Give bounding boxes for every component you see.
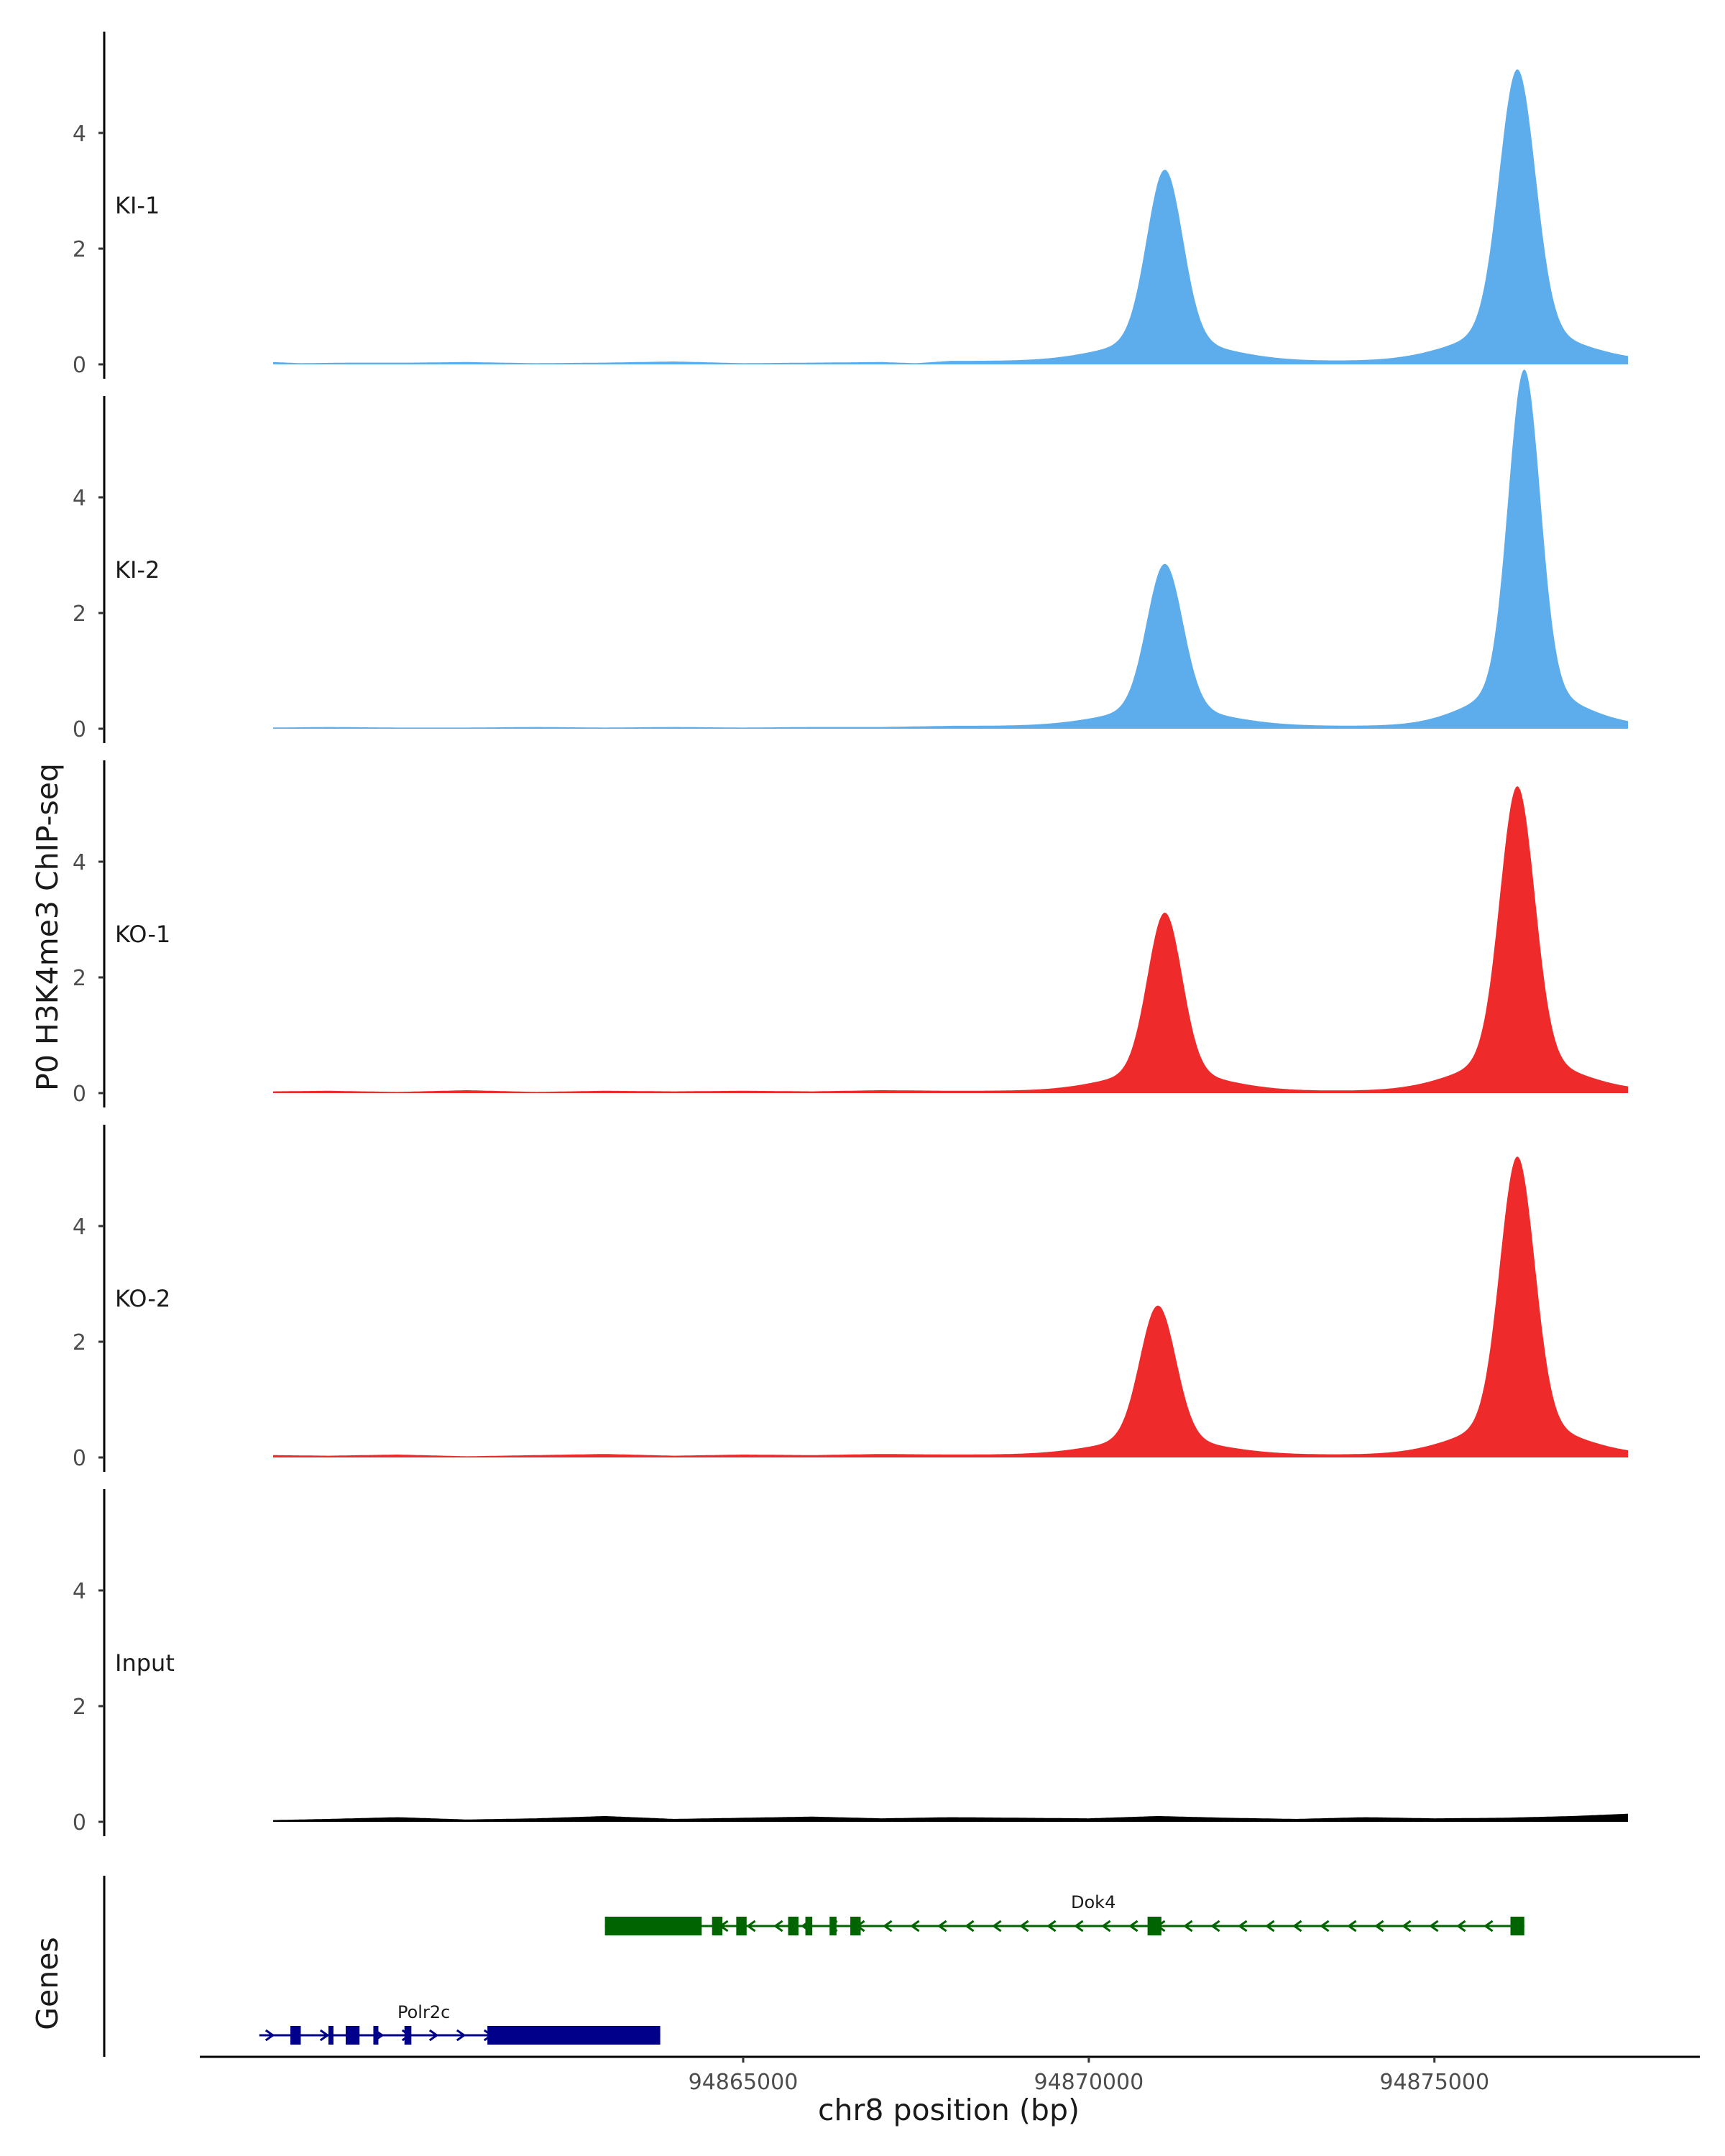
strand-chevron bbox=[992, 1920, 1002, 1932]
strand-chevron bbox=[883, 1920, 893, 1932]
strand-chevron bbox=[1101, 1920, 1111, 1932]
y-tick-label: 2 bbox=[73, 1330, 86, 1355]
strand-chevron bbox=[264, 2029, 275, 2042]
strand-chevron bbox=[1429, 1920, 1439, 1932]
y-tick-label: 4 bbox=[73, 121, 86, 147]
gene-exon bbox=[373, 2026, 379, 2045]
gene-exon bbox=[829, 1917, 837, 1935]
gene-name-label: Dok4 bbox=[1071, 1892, 1116, 1912]
track-ko-2: 0 2 4 KO-2 bbox=[73, 1125, 1628, 1472]
track-input: 0 2 4 Input bbox=[73, 1489, 1628, 1836]
strand-chevron bbox=[1183, 1920, 1193, 1932]
gene-exon bbox=[604, 1917, 702, 1935]
signal-area bbox=[273, 1813, 1628, 1822]
x-tick-label: 94875000 bbox=[1379, 2070, 1489, 2095]
x-axis-title: chr8 position (bp) bbox=[818, 2093, 1080, 2127]
genes-group: Dok4 Polr2c bbox=[103, 1876, 1524, 2057]
strand-chevron bbox=[1402, 1920, 1412, 1932]
x-tick-label: 94870000 bbox=[1034, 2070, 1144, 2095]
genes-axis-title: Genes bbox=[30, 1937, 65, 2030]
strand-chevron bbox=[456, 2029, 466, 2042]
y-tick-label: 4 bbox=[73, 486, 86, 511]
track-label: KI-2 bbox=[115, 556, 160, 584]
y-tick-label: 4 bbox=[73, 1215, 86, 1240]
track-label: KO-1 bbox=[115, 921, 170, 948]
track-ki-2: 0 2 4 KI-2 bbox=[73, 369, 1628, 743]
strand-chevron bbox=[746, 1920, 756, 1932]
strand-chevron bbox=[1128, 1920, 1138, 1932]
gene-exon bbox=[345, 2026, 360, 2045]
gene-polr2c: Polr2c bbox=[259, 2002, 661, 2045]
gene-exon bbox=[487, 2026, 493, 2045]
gene-exon bbox=[712, 1917, 723, 1935]
x-tick-label: 94865000 bbox=[689, 2070, 799, 2095]
tracks-group: 0 2 4 KI-1 0 2 4 KI-2 0 2 4 KO-1 0 2 4 KO-2 0 2 4 Input bbox=[73, 32, 1628, 1836]
track-ko-1: 0 2 4 KO-1 bbox=[73, 760, 1628, 1107]
x-axis: 94865000 94870000 94875000 bbox=[200, 2055, 1700, 2095]
y-tick-label: 2 bbox=[73, 602, 86, 627]
signal-area bbox=[273, 786, 1628, 1093]
y-tick-label: 0 bbox=[73, 1446, 86, 1471]
signal-area bbox=[273, 1156, 1628, 1457]
y-tick-label: 0 bbox=[73, 353, 86, 378]
strand-chevron bbox=[965, 1920, 975, 1932]
track-label: KI-1 bbox=[115, 192, 160, 219]
y-tick-label: 2 bbox=[73, 1695, 86, 1720]
gene-exon bbox=[404, 2026, 412, 2045]
gene-dok4: Dok4 bbox=[604, 1892, 1524, 1935]
track-label: KO-2 bbox=[115, 1285, 170, 1312]
y-tick-label: 0 bbox=[73, 1082, 86, 1107]
strand-chevron bbox=[1238, 1920, 1248, 1932]
strand-chevron bbox=[1374, 1920, 1384, 1932]
strand-chevron bbox=[1347, 1920, 1357, 1932]
strand-chevron bbox=[1046, 1920, 1057, 1932]
strand-chevron bbox=[1320, 1920, 1330, 1932]
y-tick-label: 2 bbox=[73, 237, 86, 262]
track-label: Input bbox=[115, 1649, 175, 1677]
strand-chevron bbox=[1019, 1920, 1029, 1932]
gene-exon bbox=[290, 2026, 301, 2045]
strand-chevron bbox=[319, 2029, 330, 2042]
gene-exon bbox=[490, 2026, 661, 2045]
gene-exon bbox=[850, 1917, 861, 1935]
strand-chevron bbox=[428, 2029, 439, 2042]
y-tick-label: 4 bbox=[73, 1579, 86, 1604]
strand-chevron bbox=[1456, 1920, 1466, 1932]
strand-chevron bbox=[1265, 1920, 1275, 1932]
gene-exon bbox=[736, 1917, 747, 1935]
y-tick-label: 0 bbox=[73, 717, 86, 742]
y-tick-label: 0 bbox=[73, 1810, 86, 1835]
gene-exon bbox=[328, 2026, 334, 2045]
gene-exon bbox=[805, 1917, 813, 1935]
signal-area bbox=[273, 369, 1628, 729]
strand-chevron bbox=[910, 1920, 920, 1932]
strand-chevron bbox=[937, 1920, 947, 1932]
strand-chevron bbox=[1484, 1920, 1494, 1932]
y-axis-title: P0 H3K4me3 ChIP-seq bbox=[30, 763, 65, 1091]
strand-chevron bbox=[1074, 1920, 1084, 1932]
y-tick-label: 2 bbox=[73, 966, 86, 991]
gene-exon bbox=[1510, 1917, 1524, 1935]
track-ki-1: 0 2 4 KI-1 bbox=[73, 32, 1628, 379]
strand-chevron bbox=[1292, 1920, 1302, 1932]
signal-area bbox=[273, 69, 1628, 365]
gene-exon bbox=[788, 1917, 799, 1935]
strand-chevron bbox=[773, 1920, 783, 1932]
y-tick-label: 4 bbox=[73, 850, 86, 875]
gene-exon bbox=[1147, 1917, 1162, 1935]
strand-chevron bbox=[1210, 1920, 1220, 1932]
gene-name-label: Polr2c bbox=[397, 2002, 450, 2022]
